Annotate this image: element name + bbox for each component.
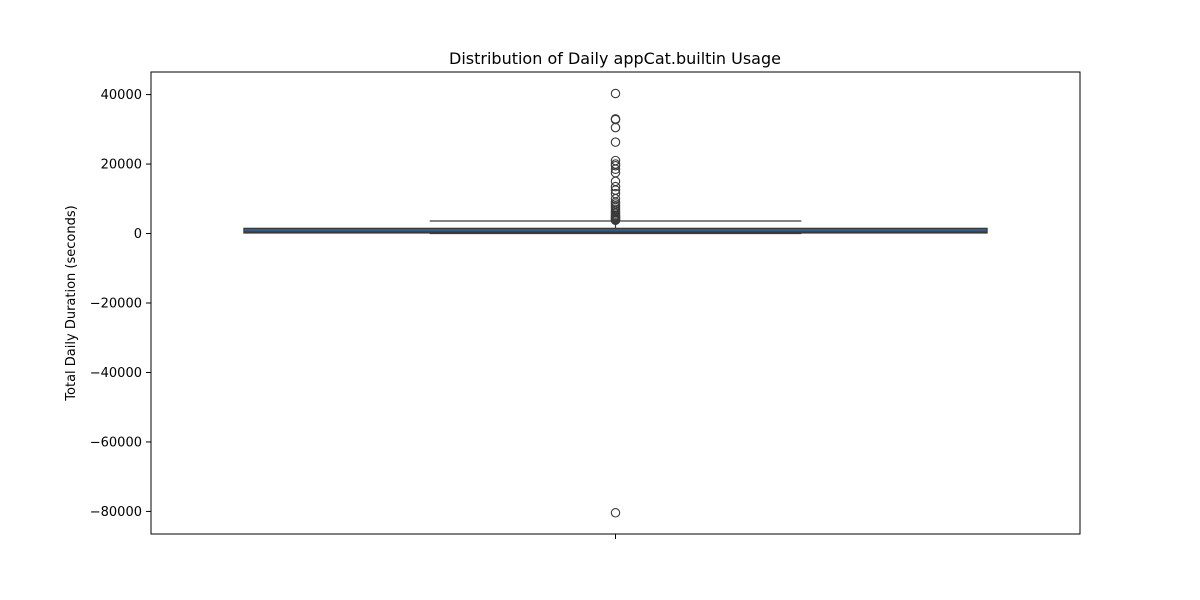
y-tick-label: −80000: [90, 505, 142, 520]
y-tick-label: −60000: [90, 435, 142, 450]
y-tick-label: 0: [134, 227, 142, 242]
outlier-point: [610, 122, 621, 133]
plot-frame: [150, 71, 1081, 535]
y-tick-label: 40000: [101, 88, 142, 103]
outlier-point: [610, 215, 621, 226]
outlier-point: [610, 137, 621, 147]
chart-title: Distribution of Daily appCat.builtin Usa…: [449, 49, 781, 68]
y-tick-label: −20000: [90, 297, 142, 312]
outlier-point: [610, 164, 621, 175]
outlier-point: [610, 508, 621, 518]
y-tick-label: −40000: [90, 366, 142, 381]
outlier-point: [610, 161, 621, 171]
box-iqr: [243, 227, 988, 234]
plot-area: 40000 20000 0 −20000 −40000 −60000 −80000: [90, 71, 1081, 539]
y-axis-label: Total Daily Duration (seconds): [64, 205, 79, 401]
y-tick-label: 20000: [101, 158, 142, 173]
outlier-point: [610, 88, 621, 99]
outlier-point: [610, 114, 621, 125]
outlier-point: [610, 181, 621, 192]
